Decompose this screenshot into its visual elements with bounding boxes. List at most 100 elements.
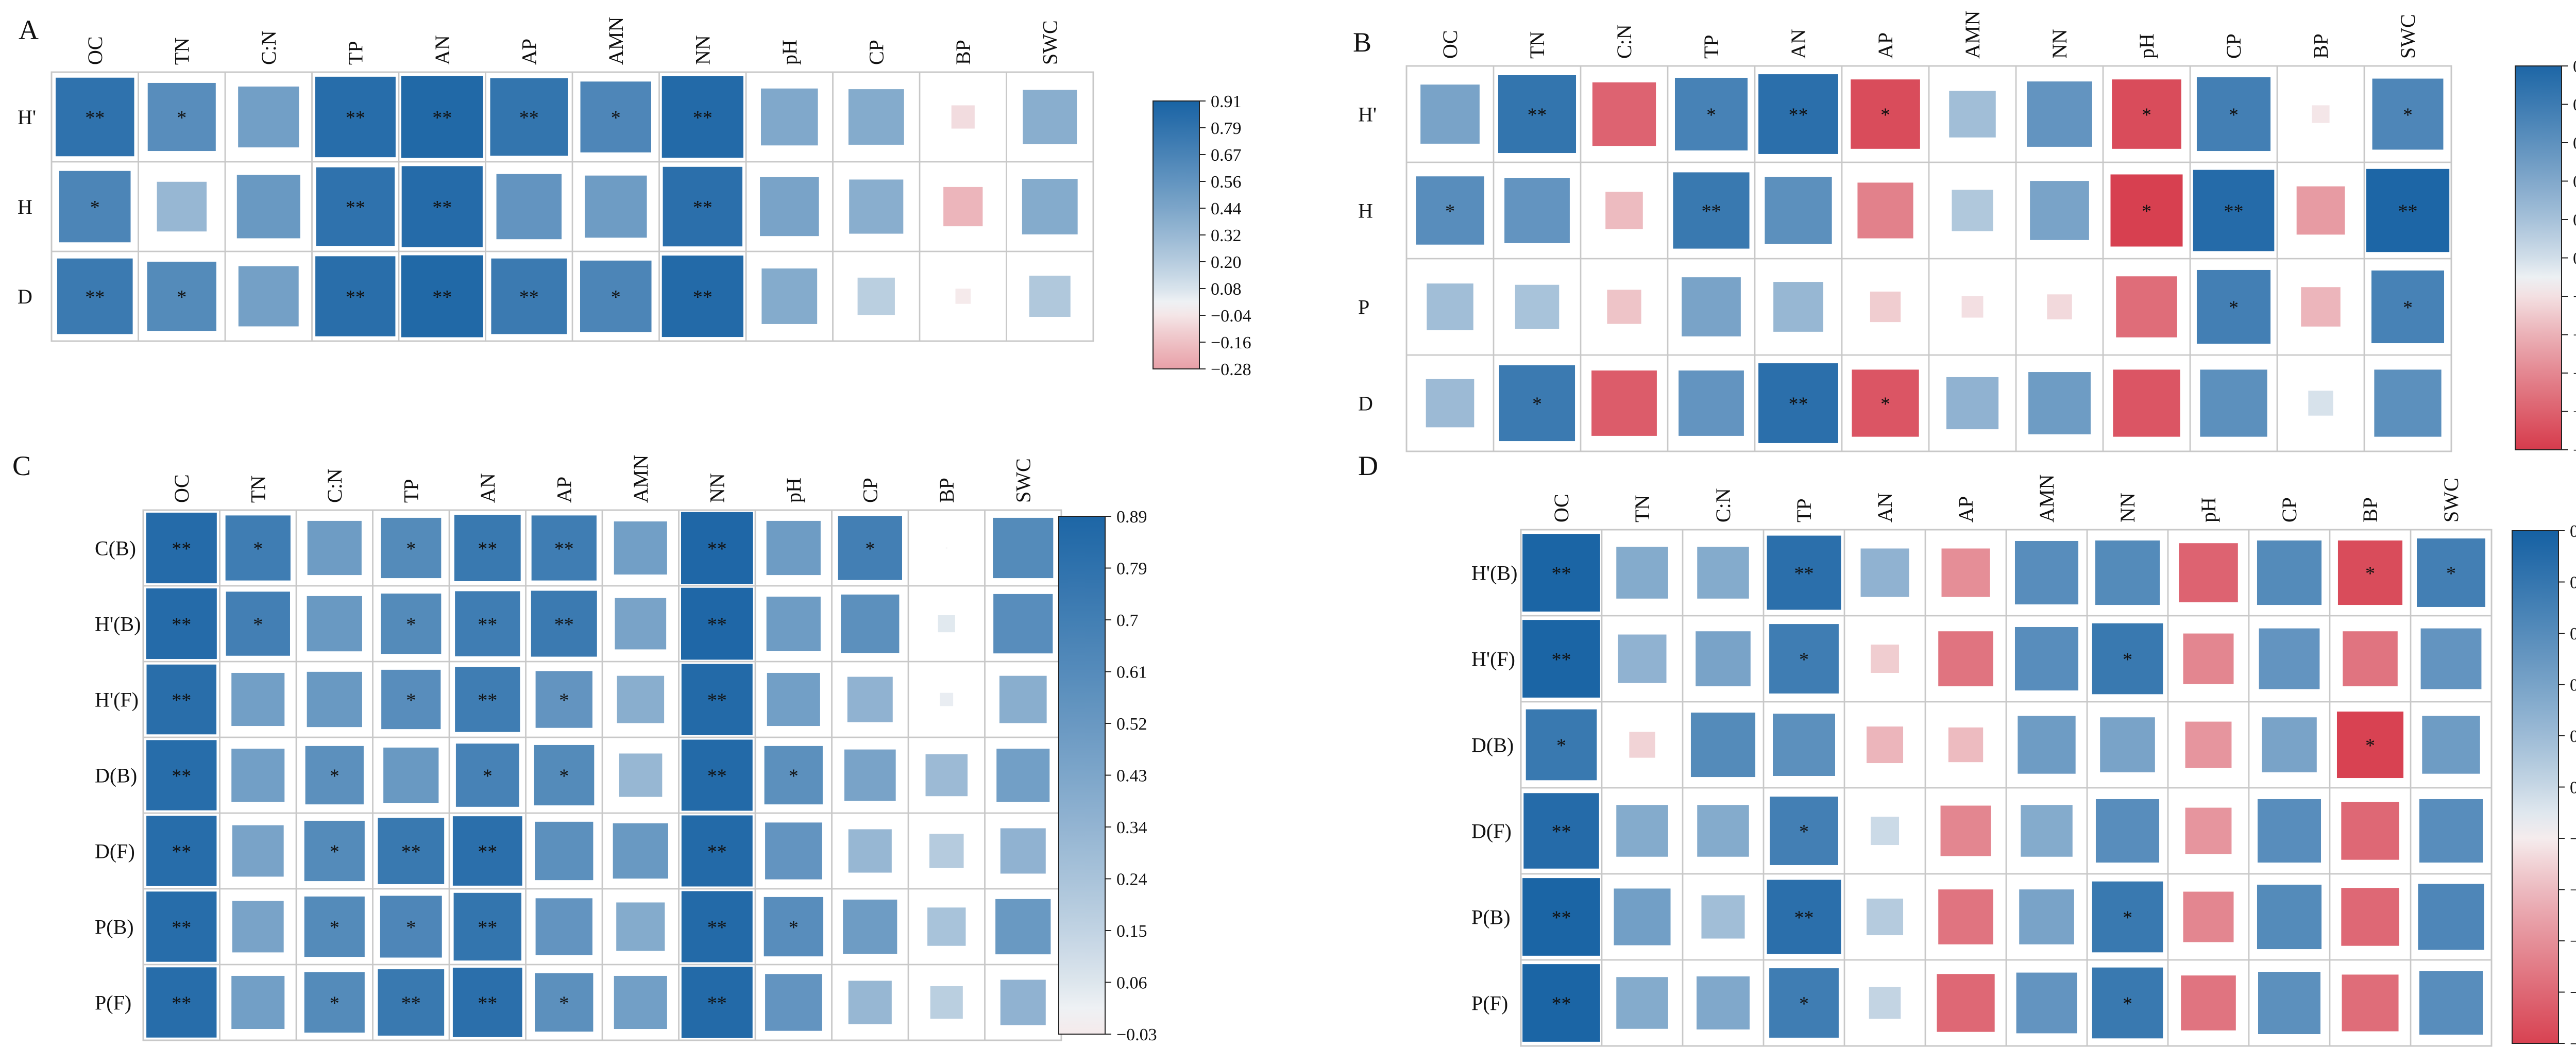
panel-a-sig-mark: ** — [346, 107, 365, 129]
panel-c-cell-hp-f-tp — [381, 669, 441, 730]
panel-d-cell-d-b-ph — [2185, 721, 2232, 768]
panel-c-sig-mark: ** — [478, 841, 497, 863]
panel-c-cell-d-b-c-n — [305, 746, 364, 805]
panel-c-colorbar — [1058, 516, 1106, 1035]
panel-a-cell-hp-an — [401, 76, 483, 158]
panel-a-sig-mark: * — [90, 197, 100, 218]
panel-a-sig-mark: ** — [346, 286, 365, 308]
panel-b-cell-hp-ph — [2112, 79, 2181, 149]
panel-b-cell-hp-tp — [1674, 77, 1748, 151]
panel-c-cell-p-f-ph — [765, 974, 822, 1031]
panel-d-cell-d-f-swc — [2419, 799, 2483, 863]
panel-b-cell-d-amn — [1946, 377, 1999, 430]
panel-a-cell-hp-tn — [147, 82, 216, 151]
panel-b-cell-hp-ap — [1851, 79, 1920, 149]
panel-b-cell-h-c-n — [1605, 192, 1643, 229]
panel-b-col-swc: SWC — [2396, 14, 2419, 59]
panel-c-cell-hp-b-tp — [381, 593, 442, 654]
panel-b-colorbar-tick-label: −0.06 — [2573, 288, 2576, 307]
panel-b-cell-h-tn — [1504, 178, 1570, 243]
panel-a-col-oc: OC — [83, 36, 107, 65]
panel-d-cell-p-f-ap — [1937, 974, 1995, 1032]
panel-d-col-ap: AP — [1954, 496, 1977, 522]
panel-b-sig-mark: * — [2142, 201, 2151, 223]
panel-d-cell-d-f-amn — [2021, 805, 2073, 857]
panel-b-sig-mark: ** — [1789, 105, 1808, 126]
panel-d-cell-d-f-bp — [2341, 802, 2399, 860]
panel-b-cell-d-oc — [1426, 379, 1475, 428]
panel-d-cell-d-b-cp — [2262, 717, 2317, 772]
panel-c-cell-p-b-oc — [146, 891, 217, 962]
panel-c-row-hp-b: H'(B) — [95, 613, 141, 636]
panel-d-cell-d-b-c-n — [1690, 712, 1756, 778]
panel-b-cell-h-swc — [2366, 168, 2450, 252]
panel-a-cell-h-c-n — [236, 175, 300, 239]
panel-d-cell-p-f-tp — [1769, 968, 1839, 1038]
panel-d-sig-mark: ** — [1552, 563, 1571, 585]
panel-d-cell-d-f-c-n — [1697, 805, 1749, 857]
panel-c-col-bp: BP — [935, 478, 958, 503]
panel-b-row-hp: H' — [1358, 103, 1377, 126]
panel-b-cell-p-oc — [1427, 283, 1473, 330]
panel-c-col-oc: OC — [170, 474, 193, 503]
panel-b-cell-d-nn — [2028, 372, 2091, 434]
panel-c-sig-mark: * — [330, 841, 340, 863]
panel-d-colorbar-tick-label: 0.45 — [2570, 676, 2576, 695]
panel-c-cell-d-b-tn — [231, 748, 285, 802]
panel-c-cell-p-f-nn — [681, 967, 753, 1038]
panel-c-cell-c-b-swc — [993, 517, 1054, 579]
panel-a-cell-d-cp — [857, 277, 895, 315]
panel-c-sig-mark: ** — [478, 538, 497, 560]
panel-d-cell-p-f-amn — [2016, 972, 2077, 1034]
panel-d-cell-p-b-ap — [1938, 889, 1993, 944]
panel-c-cell-c-b-amn — [614, 521, 667, 575]
panel-c-cell-c-b-an — [454, 515, 521, 581]
panel-a-cell-h-swc — [1022, 179, 1078, 234]
panel-b-cell-h-tp — [1673, 172, 1750, 249]
panel-c-row-p-f: P(F) — [95, 991, 131, 1015]
panel-c-sig-mark: * — [865, 538, 875, 560]
panel-b-cell-p-c-n — [1607, 290, 1641, 324]
panel-d-colorbar-tick-label: 0.3 — [2570, 727, 2576, 746]
panel-c-sig-mark: * — [559, 993, 569, 1015]
panel-d-colorbar-tick-label: −0.34 — [2570, 932, 2576, 951]
panel-c-sig-mark: ** — [554, 614, 574, 636]
panel-c-cell-d-b-cp — [844, 749, 896, 801]
panel-c-sig-mark: ** — [707, 841, 727, 863]
panel-c-cell-p-b-tn — [232, 901, 284, 953]
panel-d-cell-p-b-bp — [2341, 888, 2399, 946]
panel-b-cell-hp-oc — [1420, 85, 1480, 144]
heatmap-d: D OC TN C:N TP AN AP AMN NN pH CP BP SWC H'(B) H'(F) D(… — [1358, 453, 2576, 1054]
panel-a-colorbar-tick-label: −0.04 — [1211, 307, 1251, 326]
panel-d-cell-hp-f-oc — [1522, 620, 1600, 698]
panel-b-cell-d-an — [1758, 363, 1838, 443]
panel-d-cell-hp-b-ph — [2179, 543, 2238, 602]
panel-c-sig-mark: * — [253, 538, 263, 560]
panel-a-sig-mark: ** — [519, 107, 539, 129]
panel-d-cell-hp-b-tp — [1767, 535, 1841, 610]
panel-d-cell-hp-b-an — [1860, 548, 1909, 597]
panel-b-cell-d-ap — [1852, 369, 1919, 437]
panel-b-colorbar-tick-label: 0.41 — [2573, 173, 2576, 192]
panel-b-colorbar-tick-label: −0.53 — [2573, 403, 2576, 422]
panel-a-row-h: H — [18, 195, 32, 218]
panel-a-cell-h-oc — [59, 171, 131, 243]
panel-d-col-cp: CP — [2278, 497, 2301, 522]
panel-c-cell-hp-b-ph — [766, 596, 821, 651]
panel-a-cell-h-amn — [584, 175, 647, 238]
panel-a-colorbar-tick-label: 0.79 — [1211, 119, 1242, 138]
panel-c-cell-d-f-tn — [232, 825, 284, 877]
panel-a-cell-d-an — [401, 255, 483, 337]
panel-d-cell-hp-b-nn — [2095, 540, 2160, 605]
panel-b-cell-hp-swc — [2372, 78, 2444, 150]
panel-b-cell-hp-cp — [2196, 77, 2271, 151]
panel-c-cell-hp-f-bp — [940, 693, 954, 706]
panel-d-colorbar-tick-label: 0.14 — [2570, 779, 2576, 798]
panel-d-cell-d-f-ap — [1940, 805, 1991, 856]
panel-d-cell-hp-b-amn — [2014, 541, 2079, 605]
panel-b-cell-h-ap — [1857, 182, 1913, 239]
panel-d-colorbar-tick-label: −0.02 — [2570, 830, 2576, 849]
panel-b-cell-p-tp — [1682, 277, 1741, 336]
panel-b-cell-d-c-n — [1591, 370, 1657, 436]
panel-a-colorbar-tick-label: 0.56 — [1211, 173, 1242, 192]
